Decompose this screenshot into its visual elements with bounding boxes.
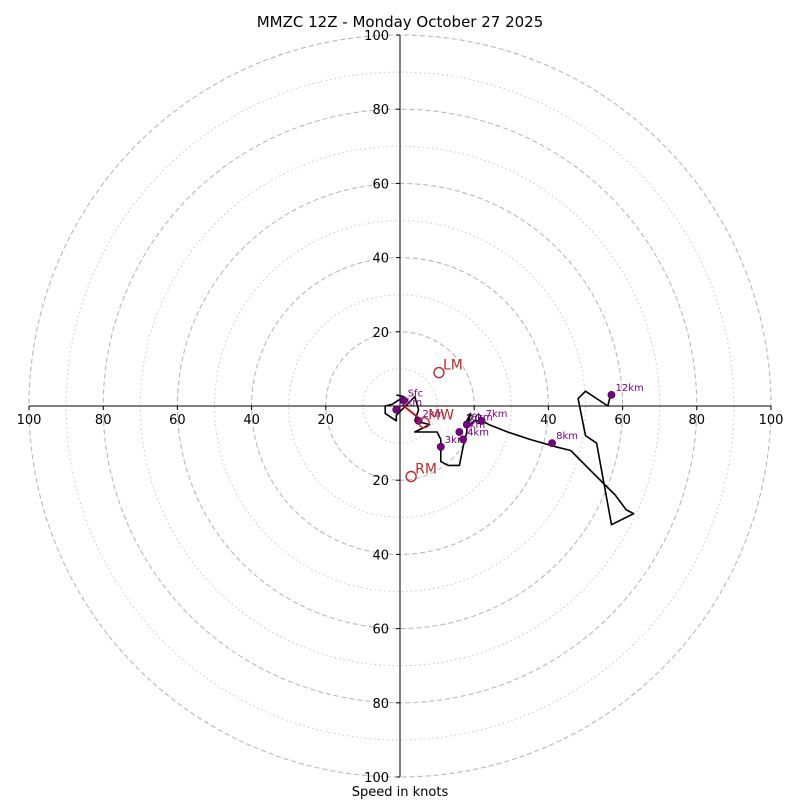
y-tick-label: 40 bbox=[372, 548, 389, 563]
height-label-5km: 5km bbox=[463, 420, 485, 431]
height-label-8km: 8km bbox=[556, 431, 578, 442]
y-tick-labels: 100 80 60 40 20 20 40 60 80 100 bbox=[364, 29, 400, 786]
x-tick-label: 60 bbox=[169, 413, 186, 428]
height-label-7km: 7km bbox=[486, 409, 508, 420]
y-tick-label: 20 bbox=[372, 474, 389, 489]
motion-label-RM: RM bbox=[415, 461, 437, 477]
y-tick-label: 60 bbox=[372, 623, 389, 638]
motion-label-MW: MW bbox=[428, 408, 454, 424]
y-tick-label: 20 bbox=[372, 326, 389, 341]
y-tick-label: 100 bbox=[364, 771, 389, 786]
storm-motion-markers: LM MW RM bbox=[405, 358, 463, 483]
height-label-4km: 4km bbox=[467, 427, 489, 438]
motion-marker-MW bbox=[418, 416, 430, 429]
height-markers: Sfc1km2km3km4km5km6km7km8km12km bbox=[392, 383, 644, 451]
x-tick-label: 100 bbox=[17, 413, 42, 428]
motion-marker-LM bbox=[433, 366, 445, 379]
x-axis-label: Speed in knots bbox=[352, 785, 449, 800]
motion-label-LM: LM bbox=[443, 358, 463, 374]
height-marker-1km bbox=[392, 405, 401, 414]
motion-marker-RM bbox=[405, 470, 417, 483]
y-tick-label: 60 bbox=[372, 177, 389, 192]
x-tick-label: 40 bbox=[540, 413, 557, 428]
x-tick-label: 60 bbox=[614, 413, 631, 428]
height-marker-6km bbox=[462, 420, 471, 429]
height-label-2km: 2km bbox=[423, 409, 445, 420]
x-tick-labels: 100 80 60 40 20 20 40 60 80 100 bbox=[17, 406, 784, 428]
height-marker-12km bbox=[607, 390, 616, 399]
chart-title: MMZC 12Z - Monday October 27 2025 bbox=[257, 13, 544, 31]
height-marker-5km bbox=[455, 428, 464, 436]
axes bbox=[29, 35, 771, 777]
height-marker-4km bbox=[459, 435, 467, 444]
x-tick-label: 40 bbox=[243, 413, 260, 428]
y-tick-label: 40 bbox=[372, 252, 389, 267]
height-marker-3km bbox=[436, 442, 445, 451]
height-label-Sfc: Sfc bbox=[408, 388, 423, 399]
height-marker-8km bbox=[548, 439, 557, 447]
height-marker-7km bbox=[477, 416, 486, 425]
height-label-3km: 3km bbox=[445, 435, 467, 446]
y-tick-label: 80 bbox=[372, 697, 389, 712]
y-tick-label: 100 bbox=[364, 29, 389, 44]
y-tick-label: 80 bbox=[372, 103, 389, 118]
x-tick-label: 20 bbox=[318, 413, 335, 428]
x-tick-label: 80 bbox=[95, 413, 112, 428]
height-label-1km: 1km bbox=[400, 398, 422, 409]
height-marker-Sfc bbox=[399, 396, 408, 405]
x-tick-label: 80 bbox=[689, 413, 706, 428]
x-tick-label: 100 bbox=[759, 413, 784, 428]
height-label-12km: 12km bbox=[615, 383, 643, 394]
